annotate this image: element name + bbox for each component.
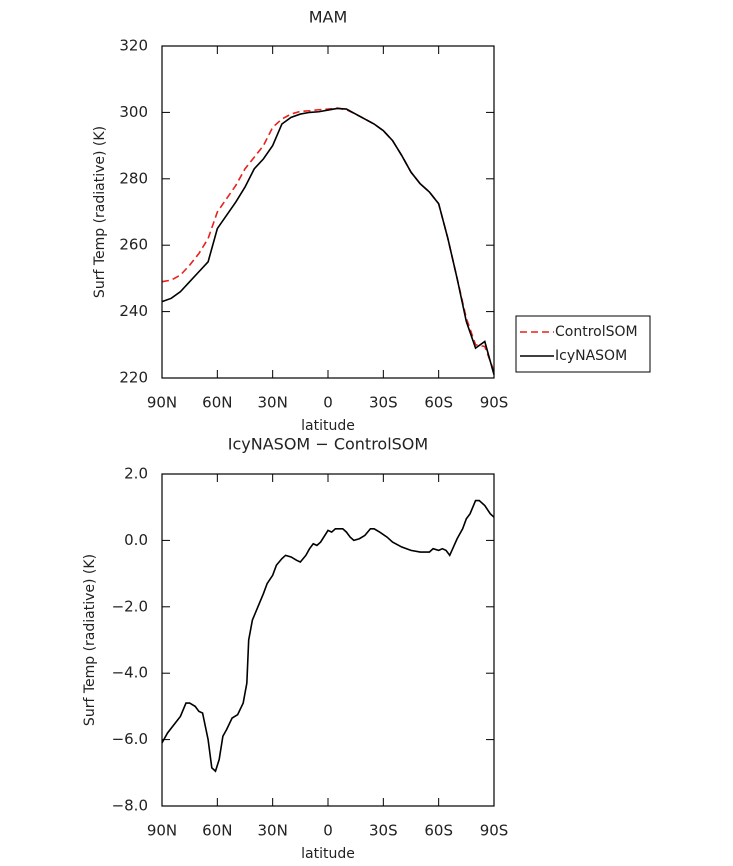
- y-axis-label: Surf Temp (radiative) (K): [92, 126, 108, 298]
- x-tick-label: 90N: [147, 394, 177, 412]
- y-tick-label: 300: [119, 103, 148, 121]
- y-tick-label: −8.0: [112, 797, 148, 815]
- y-tick-label: 240: [119, 302, 148, 320]
- chart-title: MAM: [309, 8, 348, 27]
- x-tick-label: 0: [323, 394, 333, 412]
- y-tick-label: −4.0: [112, 664, 148, 682]
- chart-title: IcyNASOM − ControlSOM: [228, 435, 428, 454]
- series-line: [161, 499, 495, 773]
- x-tick-label: 30N: [258, 822, 288, 840]
- y-tick-label: −2.0: [112, 597, 148, 615]
- legend-box: [515, 315, 651, 373]
- x-tick-label: 60N: [202, 822, 232, 840]
- x-tick-label: 90S: [480, 822, 509, 840]
- x-tick-label: 30S: [369, 394, 398, 412]
- y-tick-label: −6.0: [112, 730, 148, 748]
- x-tick-label: 0: [323, 822, 333, 840]
- x-tick-label: 30S: [369, 822, 398, 840]
- y-tick-label: 2.0: [124, 465, 148, 483]
- x-axis-label: latitude: [301, 418, 355, 434]
- y-tick-label: 320: [119, 37, 148, 55]
- plot-frame: [161, 45, 495, 379]
- legend-label: ControlSOM: [555, 324, 638, 340]
- series-line: [161, 107, 495, 375]
- y-axis-label: Surf Temp (radiative) (K): [82, 554, 98, 726]
- x-tick-label: 30N: [258, 394, 288, 412]
- y-tick-label: 0.0: [124, 531, 148, 549]
- x-axis-label: latitude: [301, 846, 355, 862]
- y-tick-label: 220: [119, 369, 148, 387]
- y-tick-label: 280: [119, 169, 148, 187]
- series-line: [161, 107, 495, 372]
- y-tick-label: 260: [119, 236, 148, 254]
- legend-label: IcyNASOM: [555, 348, 627, 364]
- plot-frame: [161, 473, 495, 807]
- x-tick-label: 60S: [424, 822, 453, 840]
- x-tick-label: 90N: [147, 822, 177, 840]
- x-tick-label: 60S: [424, 394, 453, 412]
- x-tick-label: 60N: [202, 394, 232, 412]
- x-tick-label: 90S: [480, 394, 509, 412]
